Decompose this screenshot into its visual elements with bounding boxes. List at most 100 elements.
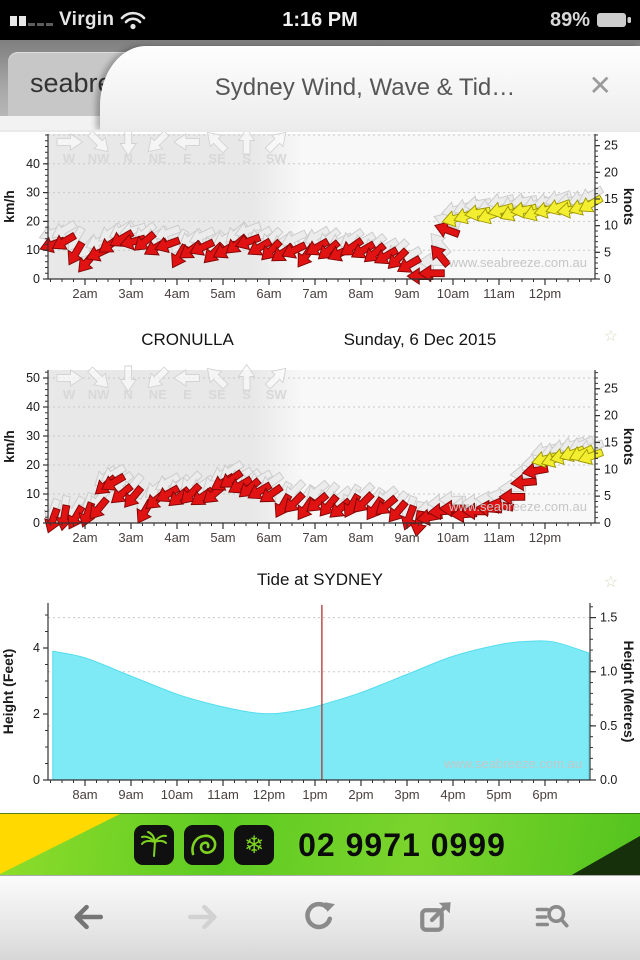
status-bar: Virgin 1:16 PM 89% bbox=[0, 0, 640, 40]
svg-text:6am: 6am bbox=[256, 286, 281, 301]
svg-text:S: S bbox=[242, 151, 251, 166]
wind-chart-sydney-svg: W NW N NE E SE S SW 0 10 20 30 40 0 5 10 15 20 25 2am 3am 4am… bbox=[1, 132, 637, 301]
wifi-icon bbox=[120, 11, 146, 30]
svg-text:9am: 9am bbox=[394, 286, 419, 301]
svg-text:10: 10 bbox=[604, 462, 618, 476]
svg-text:SW: SW bbox=[266, 387, 288, 402]
svg-text:0.5: 0.5 bbox=[600, 719, 617, 733]
svg-text:20: 20 bbox=[604, 409, 618, 423]
battery-icon bbox=[597, 13, 631, 27]
svg-text:E: E bbox=[183, 387, 192, 402]
svg-text:15: 15 bbox=[604, 435, 618, 449]
svg-text:km/h: km/h bbox=[1, 190, 17, 223]
favorite-star-icon[interactable]: ☆ bbox=[603, 328, 618, 345]
svg-text:NW: NW bbox=[88, 387, 110, 402]
back-button[interactable] bbox=[62, 894, 114, 943]
svg-text:12pm: 12pm bbox=[529, 530, 562, 545]
svg-text:NW: NW bbox=[88, 151, 110, 166]
svg-text:2am: 2am bbox=[72, 286, 97, 301]
svg-text:0: 0 bbox=[33, 272, 40, 286]
svg-text:Height (Feet): Height (Feet) bbox=[0, 649, 16, 735]
svg-text:1.0: 1.0 bbox=[600, 665, 617, 679]
svg-text:11am: 11am bbox=[207, 787, 239, 802]
svg-text:20: 20 bbox=[26, 458, 40, 472]
reload-button[interactable] bbox=[293, 893, 345, 944]
svg-text:knots: knots bbox=[621, 188, 637, 226]
svg-text:0: 0 bbox=[604, 272, 611, 286]
svg-text:2: 2 bbox=[33, 707, 40, 721]
svg-text:NE: NE bbox=[149, 151, 167, 166]
svg-text:2pm: 2pm bbox=[348, 787, 373, 802]
svg-text:11am: 11am bbox=[483, 530, 515, 545]
favorite-star-icon[interactable]: ☆ bbox=[603, 574, 618, 591]
svg-text:5am: 5am bbox=[210, 286, 235, 301]
wave-icon bbox=[184, 825, 225, 865]
web-page-content: W NW N NE E SE S SW 0 10 20 30 40 0 5 10 15 20 25 2am 3am 4am… bbox=[0, 130, 640, 815]
status-left-group: Virgin bbox=[0, 9, 146, 31]
svg-text:1pm: 1pm bbox=[302, 787, 327, 802]
svg-text:10am: 10am bbox=[437, 286, 470, 301]
find-in-page-button[interactable] bbox=[524, 893, 578, 944]
carrier-label: Virgin bbox=[59, 9, 115, 30]
svg-text:30: 30 bbox=[26, 186, 40, 200]
active-tab[interactable]: Sydney Wind, Wave & Tid… ✕ bbox=[100, 46, 640, 130]
svg-text:W: W bbox=[63, 151, 76, 166]
svg-text:15: 15 bbox=[604, 192, 618, 206]
svg-text:5: 5 bbox=[604, 245, 611, 259]
svg-text:6am: 6am bbox=[256, 530, 281, 545]
reload-icon bbox=[305, 901, 335, 929]
forward-button[interactable] bbox=[177, 894, 229, 943]
cell-signal-icon bbox=[10, 14, 53, 26]
svg-text:10am: 10am bbox=[161, 787, 194, 802]
svg-text:20: 20 bbox=[604, 165, 618, 179]
tide-title-row: Tide at SYDNEY ☆ bbox=[0, 570, 640, 600]
browser-toolbar bbox=[0, 875, 640, 960]
svg-text:3am: 3am bbox=[118, 286, 143, 301]
share-button[interactable] bbox=[409, 893, 461, 944]
svg-text:km/h: km/h bbox=[1, 430, 17, 463]
svg-text:4am: 4am bbox=[164, 286, 189, 301]
active-tab-title: Sydney Wind, Wave & Tid… bbox=[214, 74, 516, 101]
svg-text:25: 25 bbox=[604, 382, 618, 396]
svg-text:7am: 7am bbox=[302, 530, 327, 545]
svg-text:www.seabreeze.com.au: www.seabreeze.com.au bbox=[443, 756, 582, 771]
banner-ad[interactable]: ❄ 02 9971 0999 bbox=[0, 813, 640, 877]
svg-text:10: 10 bbox=[604, 219, 618, 233]
svg-text:12pm: 12pm bbox=[253, 787, 286, 802]
svg-text:E: E bbox=[183, 151, 192, 166]
svg-text:5am: 5am bbox=[210, 530, 235, 545]
svg-text:10am: 10am bbox=[437, 530, 470, 545]
svg-text:9am: 9am bbox=[394, 530, 419, 545]
svg-text:knots: knots bbox=[621, 428, 637, 466]
palm-wind-icon bbox=[134, 825, 175, 865]
cronulla-date-label: Sunday, 6 Dec 2015 bbox=[343, 330, 497, 349]
svg-text:SE: SE bbox=[208, 151, 226, 166]
svg-text:40: 40 bbox=[26, 157, 40, 171]
back-icon bbox=[74, 904, 103, 929]
svg-text:10: 10 bbox=[26, 487, 40, 501]
svg-text:20: 20 bbox=[26, 214, 40, 228]
close-tab-icon[interactable]: ✕ bbox=[588, 70, 612, 101]
share-icon bbox=[419, 901, 451, 932]
svg-text:www.seabreeze.com.au: www.seabreeze.com.au bbox=[448, 255, 587, 270]
svg-text:3pm: 3pm bbox=[394, 787, 419, 802]
svg-text:S: S bbox=[242, 387, 251, 402]
battery-percent-label: 89% bbox=[549, 8, 590, 31]
svg-text:50: 50 bbox=[26, 371, 40, 385]
snowflake-icon: ❄ bbox=[234, 825, 275, 865]
svg-text:12pm: 12pm bbox=[529, 286, 562, 301]
svg-text:11am: 11am bbox=[483, 286, 515, 301]
svg-text:3am: 3am bbox=[118, 530, 143, 545]
cronulla-title-row: CRONULLA Sunday, 6 Dec 2015 ☆ bbox=[0, 328, 640, 360]
svg-text:4pm: 4pm bbox=[440, 787, 465, 802]
svg-text:40: 40 bbox=[26, 400, 40, 414]
svg-text:25: 25 bbox=[604, 139, 618, 153]
tide-chart-title: Tide at SYDNEY bbox=[257, 570, 383, 589]
svg-text:Height (Metres): Height (Metres) bbox=[621, 641, 637, 743]
svg-text:7am: 7am bbox=[302, 286, 327, 301]
svg-text:10: 10 bbox=[26, 243, 40, 257]
svg-text:8am: 8am bbox=[348, 530, 373, 545]
svg-text:N: N bbox=[124, 151, 133, 166]
svg-text:SE: SE bbox=[208, 387, 226, 402]
svg-text:W: W bbox=[63, 387, 76, 402]
